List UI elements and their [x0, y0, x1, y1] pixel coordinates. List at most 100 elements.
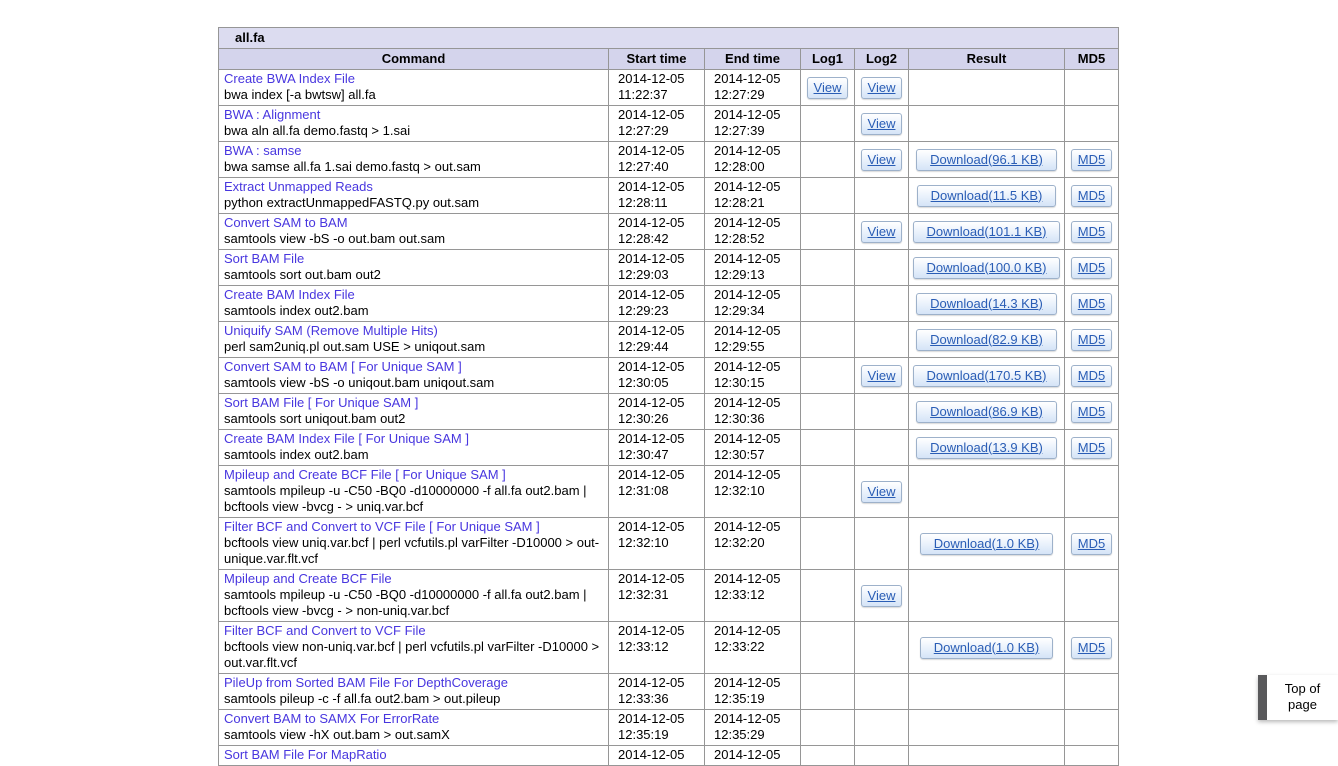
start-time-cell: 2014-12-05 11:22:37 — [609, 70, 705, 106]
start-time-cell: 2014-12-05 12:28:42 — [609, 214, 705, 250]
table-body: Create BWA Index File bwa index [-a bwts… — [219, 70, 1119, 766]
md5-cell: MD5 — [1065, 322, 1119, 358]
result-cell — [909, 70, 1065, 106]
download-button[interactable]: Download(100.0 KB) — [913, 257, 1061, 279]
command-link[interactable]: PileUp from Sorted BAM File For DepthCov… — [224, 675, 604, 691]
download-button[interactable]: Download(13.9 KB) — [916, 437, 1057, 459]
log2-view-button[interactable]: View — [861, 77, 903, 99]
column-header-command: Command — [219, 49, 609, 70]
md5-button[interactable]: MD5 — [1071, 221, 1112, 243]
end-time-cell: 2014-12-05 12:33:12 — [705, 570, 801, 622]
log1-cell — [801, 178, 855, 214]
table-row: Sort BAM File samtools sort out.bam out2… — [219, 250, 1119, 286]
md5-button[interactable]: MD5 — [1071, 401, 1112, 423]
start-time-cell: 2014-12-05 12:29:23 — [609, 286, 705, 322]
log2-view-button[interactable]: View — [861, 221, 903, 243]
md5-button[interactable]: MD5 — [1071, 437, 1112, 459]
command-link[interactable]: Sort BAM File [ For Unique SAM ] — [224, 395, 604, 411]
md5-button[interactable]: MD5 — [1071, 293, 1112, 315]
result-cell: Download(100.0 KB) — [909, 250, 1065, 286]
table-row: Create BAM Index File [ For Unique SAM ]… — [219, 430, 1119, 466]
download-button[interactable]: Download(101.1 KB) — [913, 221, 1061, 243]
command-text: samtools index out2.bam — [224, 447, 604, 463]
download-button[interactable]: Download(82.9 KB) — [916, 329, 1057, 351]
log1-cell — [801, 466, 855, 518]
column-header-start-time: Start time — [609, 49, 705, 70]
start-time-cell: 2014-12-05 12:32:10 — [609, 518, 705, 570]
command-link[interactable]: Mpileup and Create BCF File [ For Unique… — [224, 467, 604, 483]
start-time-cell: 2014-12-05 12:31:08 — [609, 466, 705, 518]
table-row: Filter BCF and Convert to VCF File [ For… — [219, 518, 1119, 570]
command-link[interactable]: Uniquify SAM (Remove Multiple Hits) — [224, 323, 604, 339]
log2-cell: View — [855, 214, 909, 250]
md5-button[interactable]: MD5 — [1071, 149, 1112, 171]
top-of-page-link[interactable]: Top of page — [1258, 675, 1338, 720]
table-row: Filter BCF and Convert to VCF File bcfto… — [219, 622, 1119, 674]
start-time-cell: 2014-12-05 — [609, 746, 705, 766]
end-time-cell: 2014-12-05 12:33:22 — [705, 622, 801, 674]
md5-button[interactable]: MD5 — [1071, 329, 1112, 351]
command-text: perl sam2uniq.pl out.sam USE > uniqout.s… — [224, 339, 604, 355]
command-link[interactable]: Sort BAM File — [224, 251, 604, 267]
download-button[interactable]: Download(1.0 KB) — [920, 533, 1054, 555]
log2-cell: View — [855, 358, 909, 394]
end-time-cell: 2014-12-05 12:27:29 — [705, 70, 801, 106]
md5-button[interactable]: MD5 — [1071, 533, 1112, 555]
download-button[interactable]: Download(11.5 KB) — [917, 185, 1057, 207]
log2-cell — [855, 746, 909, 766]
command-link[interactable]: Filter BCF and Convert to VCF File [ For… — [224, 519, 604, 535]
command-cell: Filter BCF and Convert to VCF File bcfto… — [219, 622, 609, 674]
command-cell: BWA : Alignment bwa aln all.fa demo.fast… — [219, 106, 609, 142]
end-time-cell: 2014-12-05 12:28:52 — [705, 214, 801, 250]
command-link[interactable]: Create BAM Index File — [224, 287, 604, 303]
result-cell — [909, 466, 1065, 518]
table-row: Mpileup and Create BCF File [ For Unique… — [219, 466, 1119, 518]
command-link[interactable]: Convert SAM to BAM [ For Unique SAM ] — [224, 359, 604, 375]
log2-view-button[interactable]: View — [861, 481, 903, 503]
download-button[interactable]: Download(1.0 KB) — [920, 637, 1054, 659]
result-cell: Download(101.1 KB) — [909, 214, 1065, 250]
column-header-result: Result — [909, 49, 1065, 70]
command-link[interactable]: Extract Unmapped Reads — [224, 179, 604, 195]
command-link[interactable]: BWA : samse — [224, 143, 604, 159]
log2-view-button[interactable]: View — [861, 149, 903, 171]
download-button[interactable]: Download(96.1 KB) — [916, 149, 1057, 171]
command-link[interactable]: Create BAM Index File [ For Unique SAM ] — [224, 431, 604, 447]
table-row: Sort BAM File [ For Unique SAM ] samtool… — [219, 394, 1119, 430]
command-text: samtools view -bS -o uniqout.bam uniqout… — [224, 375, 604, 391]
md5-cell: MD5 — [1065, 286, 1119, 322]
command-cell: Uniquify SAM (Remove Multiple Hits) perl… — [219, 322, 609, 358]
log2-cell — [855, 394, 909, 430]
log2-view-button[interactable]: View — [861, 585, 903, 607]
md5-button[interactable]: MD5 — [1071, 365, 1112, 387]
log1-cell — [801, 430, 855, 466]
column-header-end-time: End time — [705, 49, 801, 70]
log1-view-button[interactable]: View — [807, 77, 849, 99]
command-cell: BWA : samse bwa samse all.fa 1.sai demo.… — [219, 142, 609, 178]
start-time-cell: 2014-12-05 12:32:31 — [609, 570, 705, 622]
table-row: BWA : samse bwa samse all.fa 1.sai demo.… — [219, 142, 1119, 178]
command-link[interactable]: Sort BAM File For MapRatio — [224, 747, 604, 763]
md5-cell — [1065, 710, 1119, 746]
command-link[interactable]: Mpileup and Create BCF File — [224, 571, 604, 587]
md5-button[interactable]: MD5 — [1071, 637, 1112, 659]
md5-cell — [1065, 466, 1119, 518]
log2-view-button[interactable]: View — [861, 113, 903, 135]
command-link[interactable]: BWA : Alignment — [224, 107, 604, 123]
command-link[interactable]: Convert BAM to SAMX For ErrorRate — [224, 711, 604, 727]
command-link[interactable]: Convert SAM to BAM — [224, 215, 604, 231]
command-link[interactable]: Filter BCF and Convert to VCF File — [224, 623, 604, 639]
download-button[interactable]: Download(170.5 KB) — [913, 365, 1061, 387]
download-button[interactable]: Download(14.3 KB) — [916, 293, 1057, 315]
md5-cell — [1065, 570, 1119, 622]
command-text: bcftools view non-uniq.var.bcf | perl vc… — [224, 639, 604, 671]
md5-button[interactable]: MD5 — [1071, 185, 1112, 207]
command-link[interactable]: Create BWA Index File — [224, 71, 604, 87]
log2-cell — [855, 710, 909, 746]
table-row: Extract Unmapped Reads python extractUnm… — [219, 178, 1119, 214]
download-button[interactable]: Download(86.9 KB) — [916, 401, 1057, 423]
top-of-page-tab-bar — [1258, 675, 1267, 720]
md5-button[interactable]: MD5 — [1071, 257, 1112, 279]
log1-cell — [801, 322, 855, 358]
log2-view-button[interactable]: View — [861, 365, 903, 387]
